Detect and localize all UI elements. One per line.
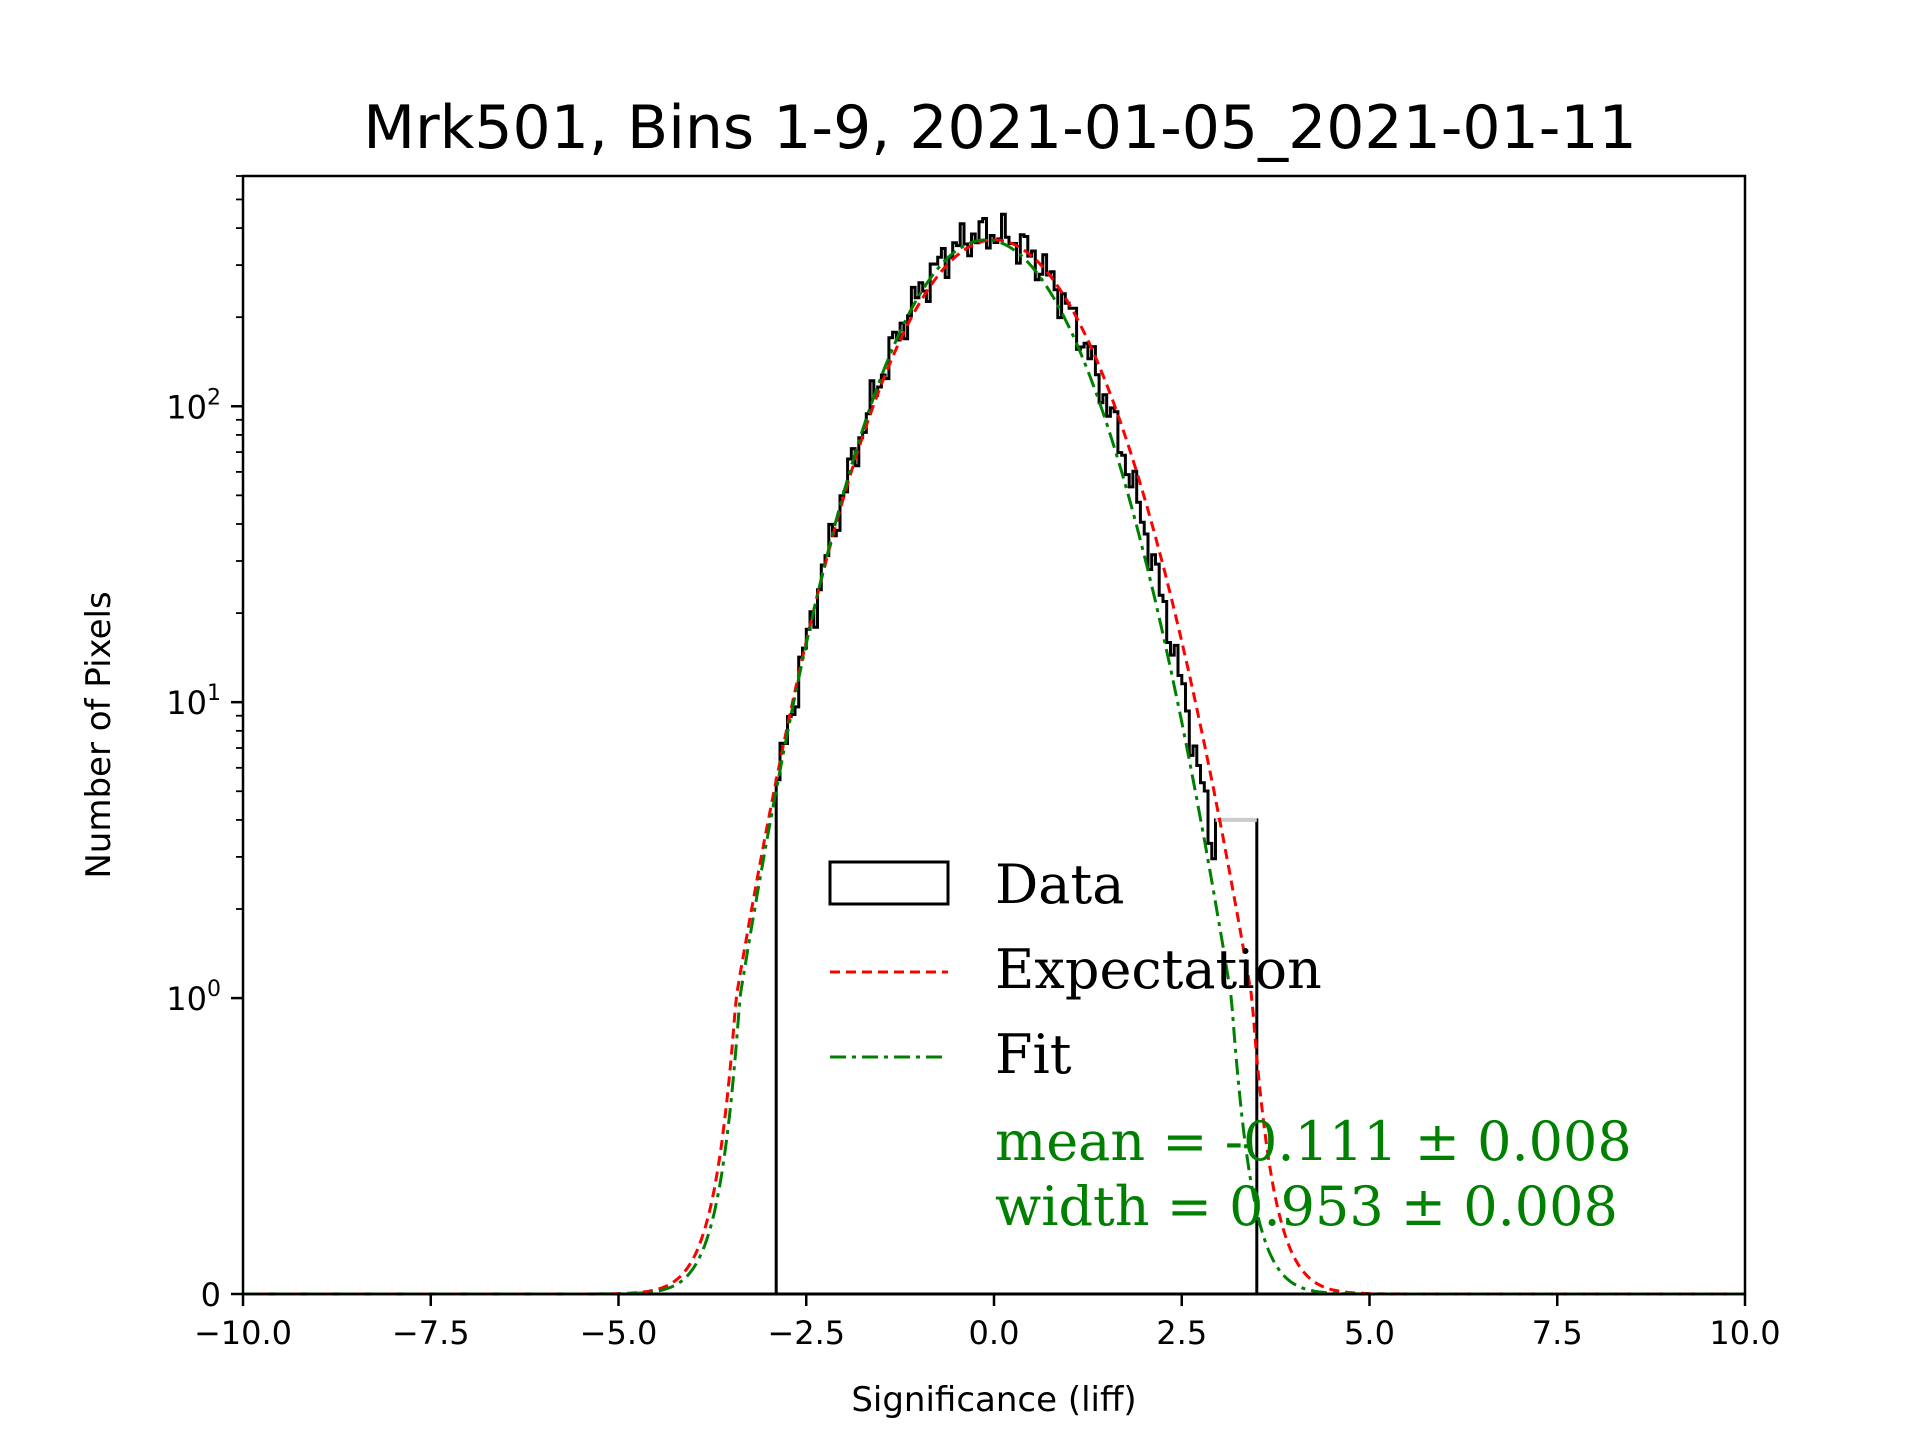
y-axis-label: Number of Pixels — [79, 591, 119, 878]
legend: Data Expectation Fit — [828, 853, 1322, 1086]
axis-ticks: −10.0 −7.5 −5.0 −2.5 0.0 2.5 5.0 7.5 10.0 0 100 101… — [166, 175, 1781, 1352]
y-tick-label: 100 — [166, 977, 221, 1018]
x-axis-label: Significance (liff) — [851, 1380, 1136, 1420]
x-tick-label: 5.0 — [1344, 1314, 1395, 1352]
chart-title: Mrk501, Bins 1-9, 2021-01-05_2021-01-11 — [363, 93, 1637, 163]
y-tick-label: 102 — [166, 385, 221, 426]
fit-mean-annotation: mean = -0.111 ± 0.008 — [995, 1110, 1632, 1173]
x-tick-label: −2.5 — [767, 1314, 845, 1352]
y-tick-label: 0 — [201, 1276, 221, 1314]
legend-label-expectation: Expectation — [995, 938, 1322, 1001]
x-tick-label: 2.5 — [1156, 1314, 1207, 1352]
legend-label-data: Data — [995, 853, 1124, 916]
x-tick-label: 0.0 — [969, 1314, 1020, 1352]
x-tick-label: −5.0 — [580, 1314, 658, 1352]
legend-marker-data — [828, 860, 950, 906]
x-tick-label: 7.5 — [1532, 1314, 1583, 1352]
legend-label-fit: Fit — [995, 1023, 1072, 1086]
data-histogram — [774, 212, 1259, 1294]
y-tick-label: 101 — [166, 681, 221, 722]
fit-width-annotation: width = 0.953 ± 0.008 — [995, 1175, 1618, 1238]
x-tick-label: 10.0 — [1709, 1314, 1780, 1352]
x-tick-label: −7.5 — [392, 1314, 470, 1352]
x-tick-label: −10.0 — [194, 1314, 292, 1352]
